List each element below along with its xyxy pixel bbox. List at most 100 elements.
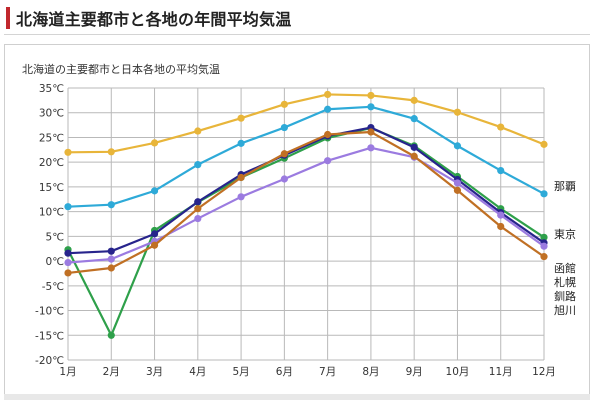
data-point [540,253,548,261]
data-point [194,198,202,206]
data-point [107,264,115,272]
data-point [324,157,332,165]
data-point [497,123,505,131]
temperature-line-chart: 北海道の主要都市と日本各地の平均気温 -20℃ -15℃ -10℃ -5℃ 0℃ 5℃ 10… [22,62,576,378]
series-2 [64,103,548,211]
data-point [280,175,288,183]
heading-accent-bar [6,7,10,29]
data-point [150,241,159,249]
chart-title: 北海道の主要都市と日本各地の平均気温 [22,62,220,76]
series-1 [64,90,548,156]
y-tick-label: 0℃ [46,256,64,268]
data-point [453,108,462,116]
x-tick-label: 8月 [362,366,379,378]
data-point [107,331,115,339]
data-point [64,249,72,257]
data-point [107,201,115,209]
y-tick-label: -5℃ [42,281,64,293]
y-tick-label: -20℃ [35,355,64,367]
series-line [67,130,545,275]
page-title: 北海道主要都市と各地の年間平均気温 [16,10,292,29]
data-point [237,173,245,182]
data-point [194,214,202,223]
data-point [410,152,418,160]
series-name-label: 札幌 [554,275,576,289]
data-point [107,148,115,156]
y-tick-label: 35℃ [39,83,64,95]
series-6 [64,128,548,277]
x-tick-label: 9月 [406,366,423,378]
y-tick-label: -15℃ [35,330,64,342]
data-point [64,258,72,267]
y-tick-label: 10℃ [39,207,64,219]
chart-frame: 北海道の主要都市と日本各地の平均気温 -20℃ -15℃ -10℃ -5℃ 0℃ 5℃ 10… [4,44,590,396]
series-name-label: 釧路 [554,289,576,303]
x-tick-label: 10月 [446,366,470,378]
y-tick-label: 25℃ [39,132,64,144]
data-point [540,233,548,241]
data-point [237,139,245,147]
y-tick-label: 5℃ [46,231,64,243]
series-name-label: 那覇 [554,180,576,193]
data-point [367,128,375,136]
x-tick-label: 5月 [232,366,249,378]
bottom-scroll-strip [4,394,590,400]
data-point [367,91,375,100]
data-point [280,123,288,132]
data-point [194,161,202,169]
data-point [540,242,548,250]
data-point [280,100,288,108]
series-line [67,146,545,264]
data-point [324,105,332,113]
series-line [67,126,545,255]
axis-labels: -20℃ -15℃ -10℃ -5℃ 0℃ 5℃ 10℃ 15℃ 20℃ 25℃ 30℃ 35℃ 1月 2… [35,83,556,378]
y-tick-label: 20℃ [39,157,64,169]
data-point [540,140,548,148]
x-tick-label: 7月 [319,366,336,378]
data-point [64,148,72,156]
y-tick-label: 30℃ [39,108,64,120]
x-tick-label: 2月 [103,366,120,378]
data-point [150,230,159,238]
page-header: 北海道主要都市と各地の年間平均気温 [0,0,593,32]
y-tick-label: 15℃ [39,182,64,194]
data-point [64,203,72,211]
data-point [540,190,548,198]
data-point [410,143,418,151]
series-name-label: 東京 [554,227,576,241]
data-point [194,205,202,213]
data-point [453,142,462,150]
x-tick-label: 6月 [276,366,293,378]
data-point [367,103,375,111]
data-point [150,139,159,147]
data-point [64,269,72,277]
x-tick-label: 3月 [146,366,163,378]
data-point [237,114,245,122]
data-point [497,211,505,219]
series-group [64,90,548,339]
x-tick-label: 4月 [189,366,206,378]
series-name-label: 函館 [554,261,576,275]
series-line [67,105,545,208]
data-point [410,96,418,104]
data-point [280,150,288,158]
series-line [67,126,545,337]
data-point [324,90,332,99]
data-point [497,222,505,231]
x-tick-label: 12月 [532,366,556,378]
data-point [107,255,115,263]
data-point [150,187,159,195]
series-line [67,93,545,154]
data-point [497,166,505,175]
x-tick-label: 1月 [59,366,76,378]
data-point [453,179,462,187]
data-point [453,186,462,194]
data-point [237,193,245,201]
y-tick-label: -10℃ [35,306,64,318]
data-point [107,247,115,255]
grid-lines [67,87,545,361]
series-name-label: 旭川 [554,303,576,317]
x-tick-label: 11月 [489,366,513,378]
data-point [324,130,332,139]
